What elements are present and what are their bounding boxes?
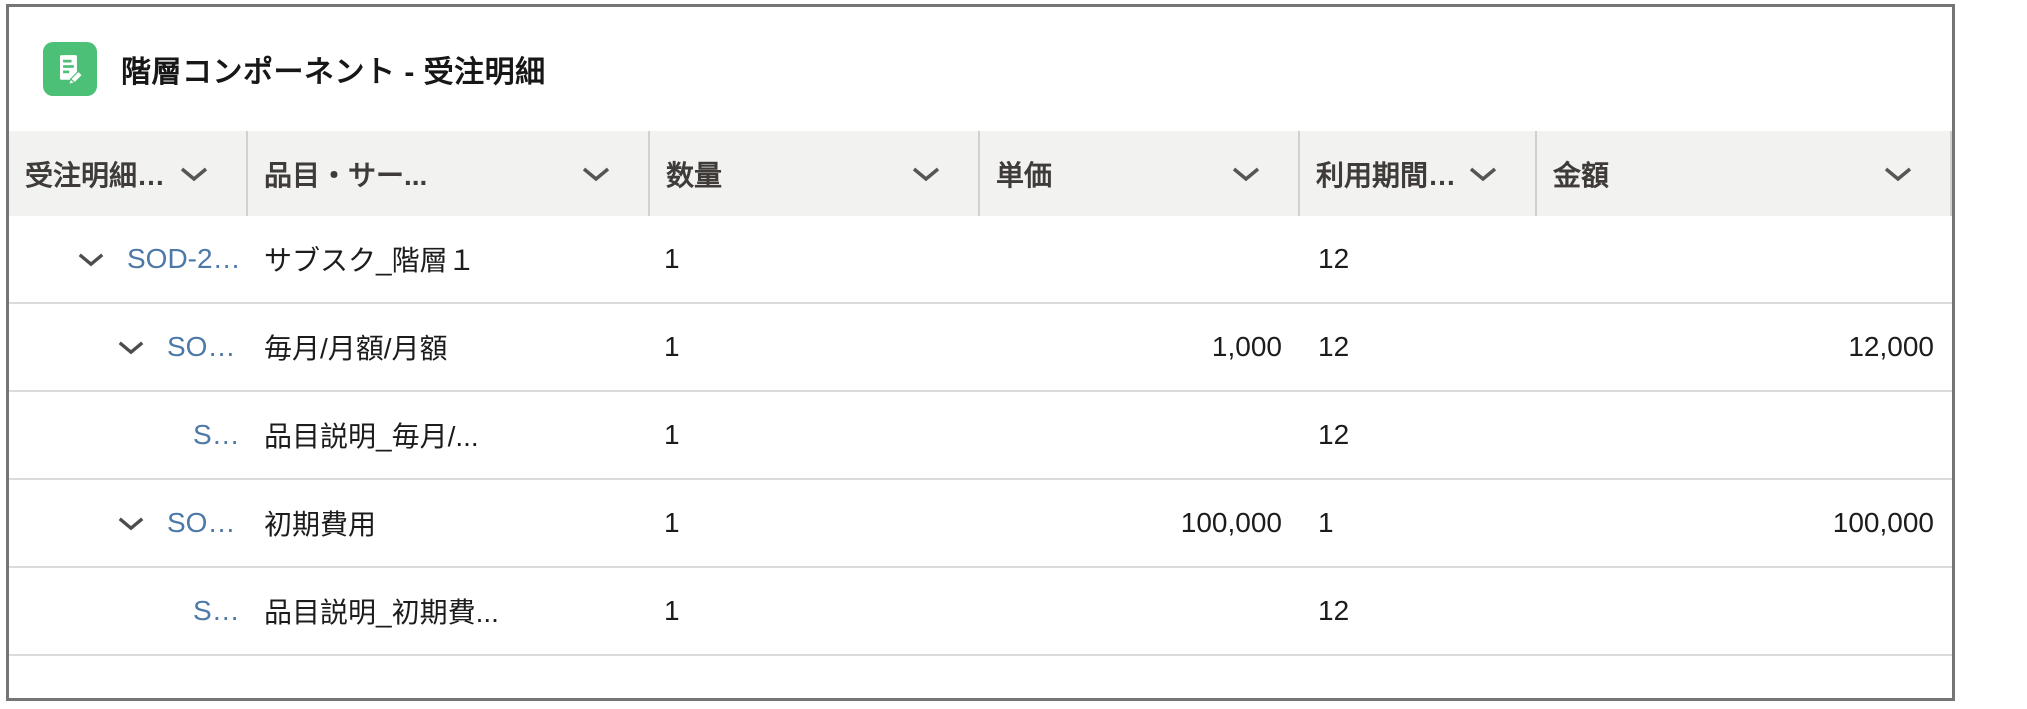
period-months-cell: 12 <box>1318 419 1350 450</box>
column-header-quantity[interactable]: 数量 <box>650 131 980 216</box>
page-title: 階層コンポーネント - 受注明細 <box>121 56 546 89</box>
product-service-cell: サブスク_階層１ <box>264 245 476 276</box>
order-line-link[interactable]: SOD-2... <box>167 507 248 538</box>
quantity-cell: 1 <box>664 507 680 538</box>
chevron-down-icon[interactable] <box>178 165 210 183</box>
quantity-cell: 1 <box>664 419 680 450</box>
column-label: 単価 <box>996 159 1053 191</box>
column-header-product-service[interactable]: 品目・サー... <box>248 131 650 216</box>
expand-toggle-chevron-icon[interactable] <box>71 239 111 279</box>
chevron-down-icon[interactable] <box>1882 165 1914 183</box>
table-row: SOD-202... サブスク_階層１ 1 12 <box>9 216 1952 304</box>
product-service-cell: 初期費用 <box>264 509 377 540</box>
chevron-down-icon[interactable] <box>1230 165 1262 183</box>
product-service-cell: 品目説明_毎月/... <box>264 421 479 452</box>
table-row: SOD... 品目説明_毎月/... 1 12 <box>9 392 1952 480</box>
period-months-cell: 12 <box>1318 595 1350 626</box>
chevron-down-icon[interactable] <box>1467 165 1499 183</box>
order-line-link[interactable]: SOD-2... <box>167 331 248 362</box>
order-items-table: 受注明細番号 品目・サー... 数量 単価 利用期間(月... 金額 <box>9 131 1952 656</box>
table-row: SOD-2... 毎月/月額/月額 1 1,000 12 12,000 <box>9 304 1952 392</box>
card-header: 階層コンポーネント - 受注明細 <box>9 7 1952 131</box>
column-label: 金額 <box>1553 159 1610 191</box>
table-row: SOD-2... 初期費用 1 100,000 1 100,000 <box>9 480 1952 568</box>
column-label: 品目・サー... <box>264 159 428 191</box>
column-header-period-months[interactable]: 利用期間(月... <box>1300 131 1537 216</box>
quantity-cell: 1 <box>664 243 680 274</box>
order-items-card: 階層コンポーネント - 受注明細 受注明細番号 品目・サー... 数量 単価 利… <box>6 4 1955 701</box>
order-line-link[interactable]: SOD... <box>193 595 248 626</box>
column-header-order-line-number[interactable]: 受注明細番号 <box>9 131 248 216</box>
order-line-number-cell: SOD... <box>9 415 248 455</box>
product-service-cell: 品目説明_初期費... <box>264 597 499 628</box>
chevron-down-icon[interactable] <box>580 165 612 183</box>
chevron-down-icon[interactable] <box>910 165 942 183</box>
amount-cell: 12,000 <box>1848 331 1934 362</box>
column-header-unit-price[interactable]: 単価 <box>980 131 1300 216</box>
period-months-cell: 1 <box>1318 507 1334 538</box>
unit-price-cell: 100,000 <box>1180 507 1282 538</box>
order-line-link[interactable]: SOD... <box>193 419 248 450</box>
quantity-cell: 1 <box>664 331 680 362</box>
product-service-cell: 毎月/月額/月額 <box>264 333 448 364</box>
table-header-row: 受注明細番号 品目・サー... 数量 単価 利用期間(月... 金額 <box>9 131 1952 216</box>
period-months-cell: 12 <box>1318 243 1350 274</box>
unit-price-cell: 1,000 <box>1211 331 1282 362</box>
quantity-cell: 1 <box>664 595 680 626</box>
expand-toggle-chevron-icon[interactable] <box>111 503 151 543</box>
amount-cell: 100,000 <box>1832 507 1934 538</box>
column-header-amount[interactable]: 金額 <box>1537 131 1952 216</box>
table-row: SOD... 品目説明_初期費... 1 12 <box>9 568 1952 656</box>
order-line-link[interactable]: SOD-202... <box>127 243 248 274</box>
order-line-number-cell: SOD-2... <box>9 327 248 367</box>
order-line-number-cell: SOD... <box>9 591 248 631</box>
expand-toggle-chevron-icon[interactable] <box>111 327 151 367</box>
order-line-number-cell: SOD-202... <box>9 239 248 279</box>
column-label: 数量 <box>666 159 723 191</box>
order-item-icon <box>43 42 97 96</box>
period-months-cell: 12 <box>1318 331 1350 362</box>
column-label: 受注明細番号 <box>25 159 168 191</box>
column-label: 利用期間(月... <box>1316 159 1457 191</box>
order-line-number-cell: SOD-2... <box>9 503 248 543</box>
